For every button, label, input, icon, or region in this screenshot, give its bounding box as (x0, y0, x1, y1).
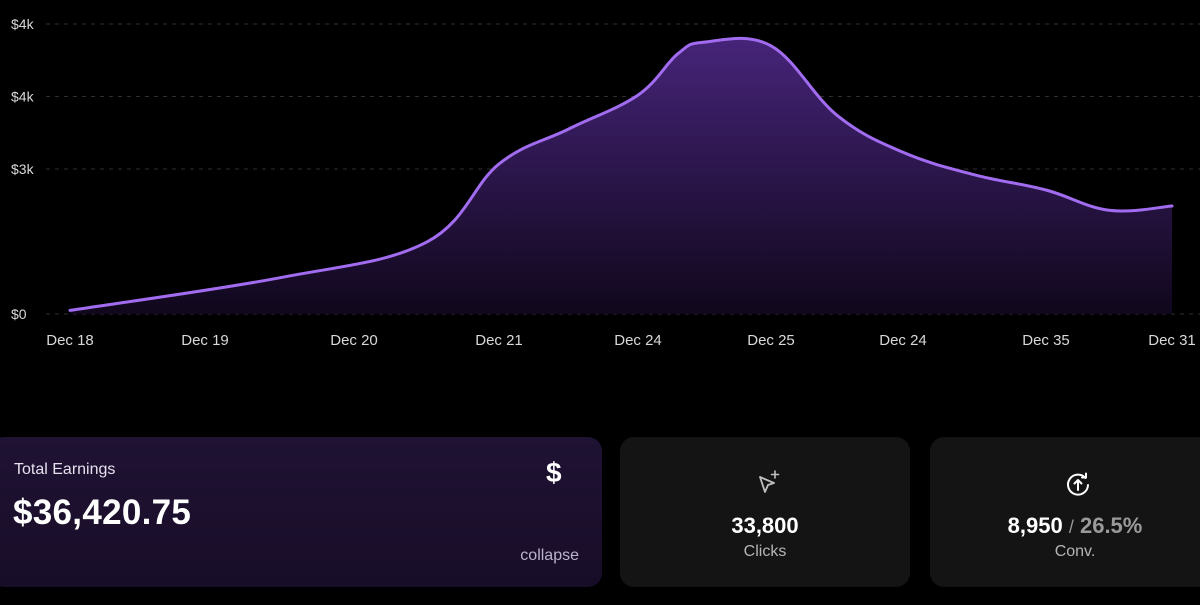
y-tick-label: $4k (11, 16, 35, 32)
total-earnings-value: $36,420.75 (13, 493, 192, 532)
collapse-button[interactable]: collapse (520, 547, 579, 564)
conversions-separator: / (1068, 517, 1074, 537)
x-tick-label: Dec 21 (475, 332, 523, 349)
conversion-rate: 26.5% (1079, 513, 1143, 538)
x-tick-label: Dec 24 (879, 332, 927, 349)
clicks-label: Clicks (743, 543, 787, 560)
earnings-area-fill (70, 38, 1172, 315)
x-tick-label: Dec 24 (614, 332, 662, 349)
x-tick-label: Dec 31 (1148, 332, 1196, 349)
clicks-card: 33,800 Clicks (620, 437, 910, 587)
earnings-series-line (68, 36, 1174, 312)
x-tick-label: Dec 25 (747, 332, 795, 349)
y-tick-label: $0 (11, 306, 27, 322)
total-earnings-label: Total Earnings (14, 461, 116, 478)
x-tick-label: Dec 35 (1022, 332, 1070, 349)
conversions-card: 8,950 / 26.5% Conv. (930, 437, 1200, 587)
conversions-count: 8,950 (1007, 513, 1063, 538)
earnings-chart: $4k $4k $3k $0 Dec 18 Dec 19 Dec 20 Dec 21 Dec … (11, 16, 1200, 349)
total-earnings-card: Total Earnings $36,420.75 $ collapse (0, 437, 602, 587)
y-tick-label: $4k (11, 89, 35, 105)
x-tick-label: Dec 18 (46, 332, 94, 349)
dollar-icon: $ (546, 457, 562, 488)
clicks-value: 33,800 (731, 513, 799, 538)
y-tick-label: $3k (11, 161, 35, 177)
cursor-plus-icon (759, 470, 780, 493)
x-tick-label: Dec 19 (181, 332, 229, 349)
conversions-label: Conv. (1054, 543, 1096, 560)
x-tick-label: Dec 20 (330, 332, 378, 349)
refresh-arrow-icon (1067, 472, 1089, 496)
conversions-value: 8,950 / 26.5% (930, 513, 1200, 539)
